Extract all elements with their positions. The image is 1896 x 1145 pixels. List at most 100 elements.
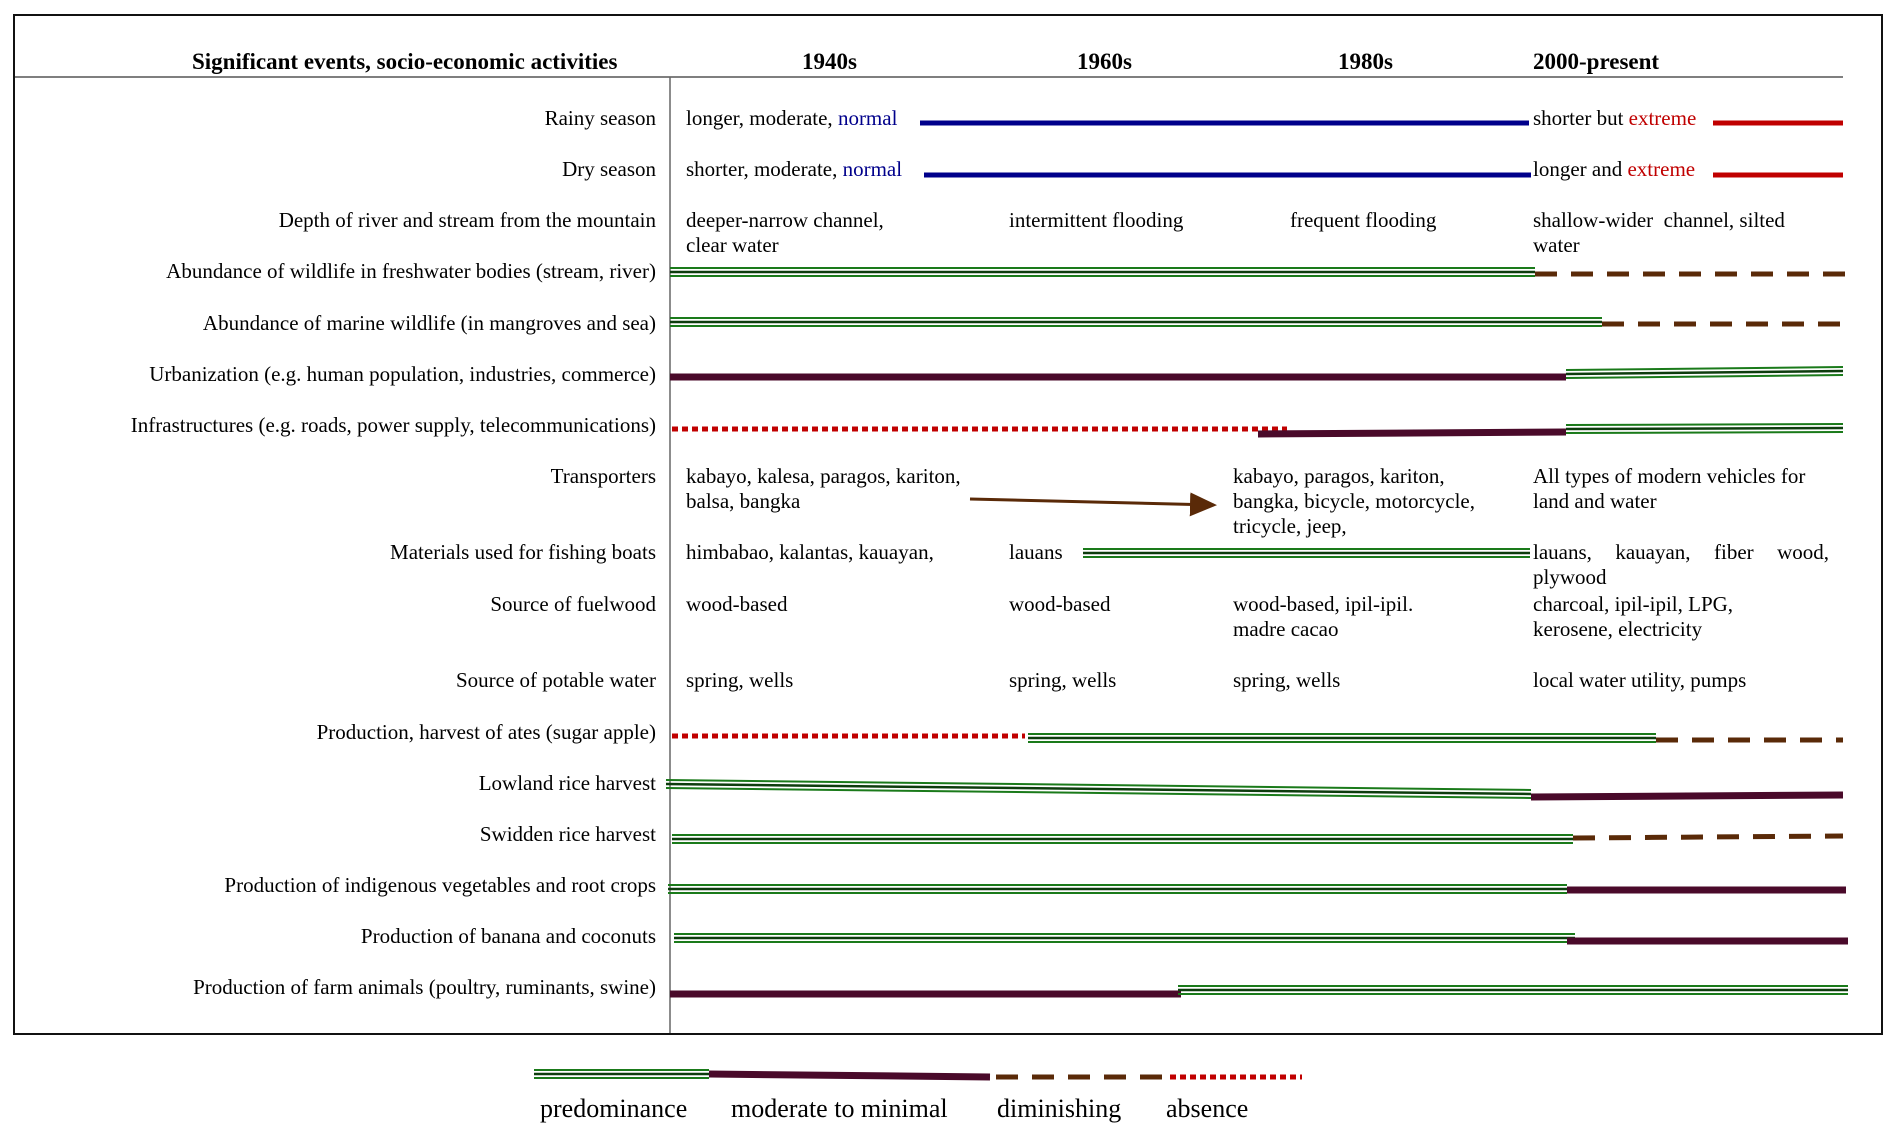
dry-2000-accent: extreme	[1627, 157, 1696, 181]
fuelwood-1980s-cell: wood-based, ipil-ipil. madre cacao	[1233, 592, 1413, 642]
row-label-river-depth: Depth of river and stream from the mount…	[278, 208, 656, 232]
river-1980s-cell: frequent flooding	[1290, 208, 1437, 232]
row-label-fuelwood: Source of fuelwood	[490, 592, 656, 616]
legend-label-moderate: moderate to minimal	[731, 1094, 948, 1123]
fuelwood-2000-line2: kerosene, electricity	[1533, 617, 1703, 641]
header-period-1980s: 1980s	[1338, 49, 1393, 74]
rainy-2000-cell: shorter but extreme	[1533, 106, 1696, 131]
transport-2000-cell: All types of modern vehicles for land an…	[1533, 464, 1805, 514]
rainy-1940s-text: longer, moderate,	[686, 106, 833, 130]
marine-predominance	[670, 317, 1602, 327]
river-1940s-cell: deeper-narrow channel, clear water	[686, 208, 884, 258]
row-label-transporters: Transporters	[550, 464, 656, 488]
river-2000-line1: shallow-wider channel, silted	[1533, 208, 1785, 232]
boats-predominance	[1083, 548, 1530, 558]
boats-2000-line1: lauans, kauayan, fiber wood,	[1533, 540, 1829, 564]
row-label-vegetables-root-crops: Production of indigenous vegetables and …	[224, 873, 656, 897]
lowland-rice-predominance-outer-2	[665, 787, 1532, 799]
transport-1940s-cell: kabayo, kalesa, paragos, kariton, balsa,…	[686, 464, 961, 514]
legend-label-diminishing: diminishing	[997, 1094, 1122, 1123]
urbanization-predominance-outer-2	[1565, 374, 1844, 379]
dry-1940s-cell: shorter, moderate, normal	[686, 157, 902, 182]
urbanization-predominance-core	[1565, 369, 1844, 376]
ates-predominance	[1028, 733, 1656, 743]
banana-predominance	[674, 933, 1575, 943]
rainy-1940s-accent: normal	[837, 106, 898, 130]
transport-arrow	[969, 492, 1217, 517]
boats-1960s-cell: lauans	[1009, 540, 1063, 564]
fuelwood-1960s-cell: wood-based	[1009, 592, 1111, 616]
swidden-rice-predominance	[672, 834, 1573, 844]
lowland-rice-predominance-core	[665, 782, 1532, 796]
water-1940s-cell: spring, wells	[686, 668, 794, 692]
header-period-2000-present: 2000-present	[1533, 49, 1660, 74]
fuelwood-1980s-line2: madre cacao	[1233, 617, 1339, 641]
water-2000-cell: local water utility, pumps	[1533, 668, 1747, 692]
water-1980s-cell: spring, wells	[1233, 668, 1341, 692]
dry-2000-text: longer and	[1533, 157, 1623, 181]
fuelwood-2000-line1: charcoal, ipil-ipil, LPG,	[1533, 592, 1734, 616]
transport-1940s-line1: kabayo, kalesa, paragos, kariton,	[686, 464, 961, 488]
row-label-farm-animals: Production of farm animals (poultry, rum…	[193, 975, 656, 999]
dry-1940s-text: shorter, moderate,	[686, 157, 838, 181]
infrastructure-predominance-outer-1	[1565, 423, 1844, 426]
row-label-ates-harvest: Production, harvest of ates (sugar apple…	[316, 720, 656, 744]
row-label-infrastructures: Infrastructures (e.g. roads, power suppl…	[130, 413, 656, 437]
diagram-frame	[13, 14, 1883, 1035]
legend-swatch-predominance	[534, 1069, 709, 1079]
dry-1940s-accent: normal	[842, 157, 903, 181]
row-label-dry-season: Dry season	[562, 157, 656, 181]
row-label-banana-coconuts: Production of banana and coconuts	[360, 924, 656, 948]
transport-1980s-line3: tricycle, jeep,	[1233, 514, 1347, 538]
river-1960s-cell: intermittent flooding	[1009, 208, 1184, 232]
header-first-column: Significant events, socio-economic activ…	[192, 49, 618, 74]
transport-1980s-line2: bangka, bicycle, motorcycle,	[1233, 489, 1475, 513]
urbanization-predominance	[1565, 366, 1844, 379]
row-label-fishing-boat-materials: Materials used for fishing boats	[390, 540, 656, 564]
boats-1940s-cell: himbabao, kalantas, kauayan,	[686, 540, 934, 564]
river-1940s-line1: deeper-narrow channel,	[686, 208, 884, 232]
fuelwood-2000-cell: charcoal, ipil-ipil, LPG, kerosene, elec…	[1533, 592, 1733, 642]
river-1940s-line2: clear water	[686, 233, 779, 257]
swidden-rice-diminishing	[1572, 833, 1844, 841]
rainy-1940s-cell: longer, moderate, normal	[686, 106, 897, 131]
timeline-bars	[665, 120, 1848, 998]
row-label-swidden-rice: Swidden rice harvest	[479, 822, 656, 846]
row-label-rainy-season: Rainy season	[544, 106, 656, 130]
farm-animals-predominance	[1178, 985, 1848, 995]
transport-1940s-line2: balsa, bangka	[686, 489, 801, 513]
row-label-lowland-rice: Lowland rice harvest	[478, 771, 656, 795]
lowland-rice-predominance	[665, 779, 1532, 799]
river-2000-line2: water	[1533, 233, 1580, 257]
row-label-marine-wildlife: Abundance of marine wildlife (in mangrov…	[202, 311, 656, 335]
infrastructure-predominance-outer-2	[1565, 431, 1844, 434]
fuelwood-1940s-cell: wood-based	[686, 592, 788, 616]
infrastructure-predominance	[1565, 423, 1844, 434]
transport-2000-line1: All types of modern vehicles for	[1533, 464, 1806, 488]
boats-2000-line2: plywood	[1533, 565, 1607, 589]
legend-swatch-moderate	[708, 1070, 991, 1081]
row-label-potable-water: Source of potable water	[455, 668, 656, 692]
lowland-rice-moderate	[1530, 791, 1844, 801]
vegetables-predominance	[668, 884, 1567, 894]
fuelwood-1980s-line1: wood-based, ipil-ipil.	[1233, 592, 1414, 616]
header-period-1940s: 1940s	[802, 49, 857, 74]
row-label-urbanization: Urbanization (e.g. human population, ind…	[149, 362, 656, 386]
infrastructure-moderate	[1257, 428, 1567, 438]
rainy-2000-accent: extreme	[1628, 106, 1697, 130]
row-label-freshwater-wildlife: Abundance of wildlife in freshwater bodi…	[166, 259, 656, 283]
water-1960s-cell: spring, wells	[1009, 668, 1117, 692]
dry-2000-cell: longer and extreme	[1533, 157, 1695, 182]
transport-2000-line2: land and water	[1533, 489, 1657, 513]
lowland-rice-predominance-outer-1	[665, 779, 1532, 791]
freshwater-predominance	[670, 267, 1535, 277]
header-period-1960s: 1960s	[1077, 49, 1132, 74]
transport-1980s-cell: kabayo, paragos, kariton, bangka, bicycl…	[1233, 464, 1475, 539]
rainy-2000-text: shorter but	[1533, 106, 1624, 130]
transport-1980s-line1: kabayo, paragos, kariton,	[1233, 464, 1445, 488]
infrastructure-predominance-core	[1565, 426, 1844, 431]
river-2000-cell: shallow-wider channel, silted water	[1533, 208, 1829, 258]
legend-label-absence: absence	[1166, 1094, 1249, 1123]
legend-label-predominance: predominance	[540, 1094, 688, 1123]
